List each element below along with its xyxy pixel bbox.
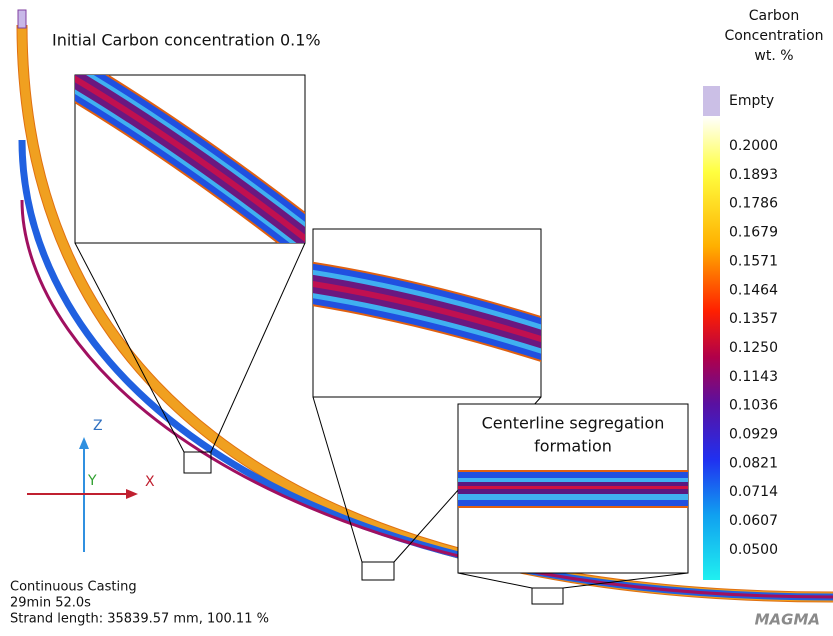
axis-label: Z	[93, 418, 103, 434]
empty-swatch	[703, 86, 720, 116]
legend-label: 0.1786	[729, 196, 778, 212]
footer-line: Strand length: 35839.57 mm, 100.11 %	[10, 612, 269, 627]
axis-triad: Z Y X	[27, 418, 155, 552]
legend-label: 0.1143	[729, 369, 778, 385]
axis-label: X	[145, 474, 155, 490]
legend-label: 0.1571	[729, 253, 778, 269]
zoom-box	[60, 70, 320, 250]
title: Initial Carbon concentration 0.1%	[52, 31, 321, 50]
legend-label: 0.0821	[729, 455, 778, 471]
legend-label: 0.0607	[729, 513, 778, 529]
legend-title: wt. %	[754, 48, 793, 64]
legend-label: 0.1036	[729, 398, 778, 414]
footer: Continuous Casting 29min 52.0s Strand le…	[10, 580, 269, 627]
footer-line: Continuous Casting	[10, 580, 137, 595]
legend-label: 0.1893	[729, 167, 778, 183]
legend-title: Concentration	[724, 28, 823, 44]
callout-text: formation	[534, 437, 612, 456]
legend-label: Empty	[729, 93, 774, 109]
strand-top	[18, 10, 26, 28]
legend-label: 0.2000	[729, 138, 778, 154]
callout-text: Centerline segregation	[482, 414, 665, 433]
legend-label: 0.0500	[729, 542, 778, 558]
legend-label: 0.0714	[729, 484, 778, 500]
footer-line: 29min 52.0s	[10, 596, 91, 611]
zoom-box: Centerline segregation formation	[458, 404, 688, 573]
legend-label: 0.1464	[729, 282, 778, 298]
legend-label: 0.1679	[729, 225, 778, 241]
legend-label: 0.1250	[729, 340, 778, 356]
legend-label: 0.1357	[729, 311, 778, 327]
zoom-box	[300, 229, 560, 397]
logo: MAGMA	[755, 611, 820, 629]
color-bar	[703, 116, 720, 580]
legend-title: Carbon	[749, 8, 799, 24]
legend-label: 0.0929	[729, 427, 778, 443]
color-legend: Carbon Concentration wt. % Empty 0.2000 0.189…	[703, 8, 824, 580]
axis-label: Y	[87, 473, 97, 489]
screenshot: Centerline segregation formation Initial…	[0, 0, 833, 636]
